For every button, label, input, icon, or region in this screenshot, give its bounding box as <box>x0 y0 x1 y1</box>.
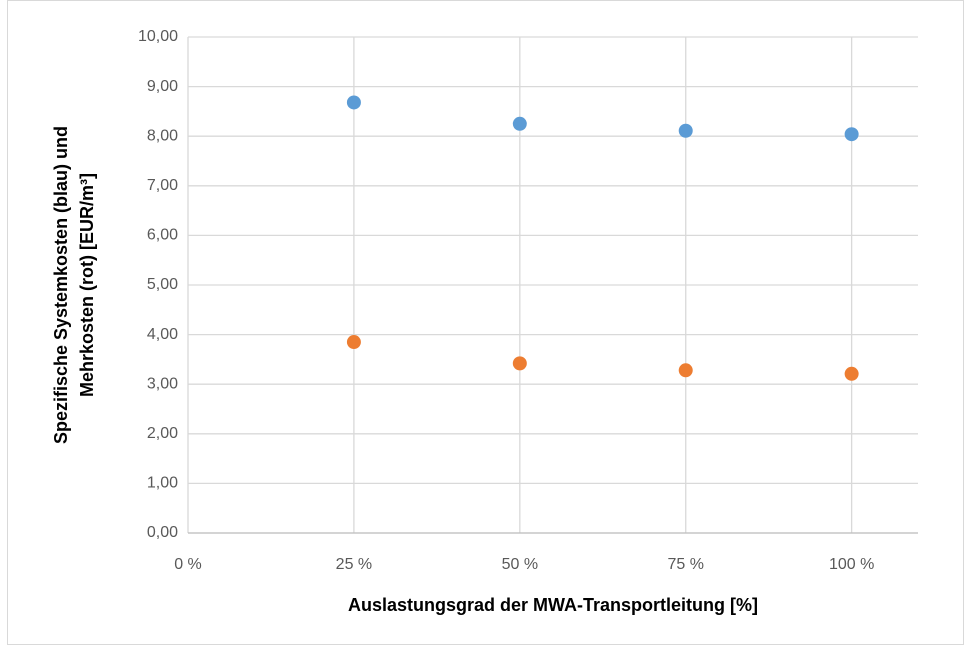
y-tick-label: 9,00 <box>147 78 178 95</box>
x-tick-label: 100 % <box>829 556 874 573</box>
y-tick-label: 0,00 <box>147 524 178 541</box>
y-axis-title-line: Mehrkosten (rot) [EUR/m³] <box>77 173 97 397</box>
y-axis-title: Spezifische Systemkosten (blau) und Mehr… <box>51 126 97 444</box>
point <box>844 127 859 142</box>
y-tick-label: 5,00 <box>147 276 178 293</box>
y-tick-label: 3,00 <box>147 375 178 392</box>
y-axis-title-line: Spezifische Systemkosten (blau) und <box>51 126 71 444</box>
chart-border <box>7 0 964 645</box>
x-axis-title: Auslastungsgrad der MWA-Transportleitung… <box>348 595 758 615</box>
x-tick-label: 0 % <box>174 556 202 573</box>
y-tick-label: 1,00 <box>147 475 178 492</box>
x-tick-label: 50 % <box>502 556 538 573</box>
y-tick-label: 8,00 <box>147 127 178 144</box>
point <box>512 116 527 131</box>
point <box>346 95 361 110</box>
y-tick-label: 10,00 <box>138 28 178 45</box>
y-tick-label: 7,00 <box>147 177 178 194</box>
y-tick-label: 2,00 <box>147 425 178 442</box>
point <box>512 356 527 371</box>
point <box>844 366 859 381</box>
x-tick-label: 25 % <box>336 556 372 573</box>
y-tick-label: 6,00 <box>147 227 178 244</box>
point <box>678 363 693 378</box>
x-tick-label: 75 % <box>667 556 703 573</box>
point <box>346 335 361 350</box>
y-tick-label: 4,00 <box>147 326 178 343</box>
point <box>678 123 693 138</box>
